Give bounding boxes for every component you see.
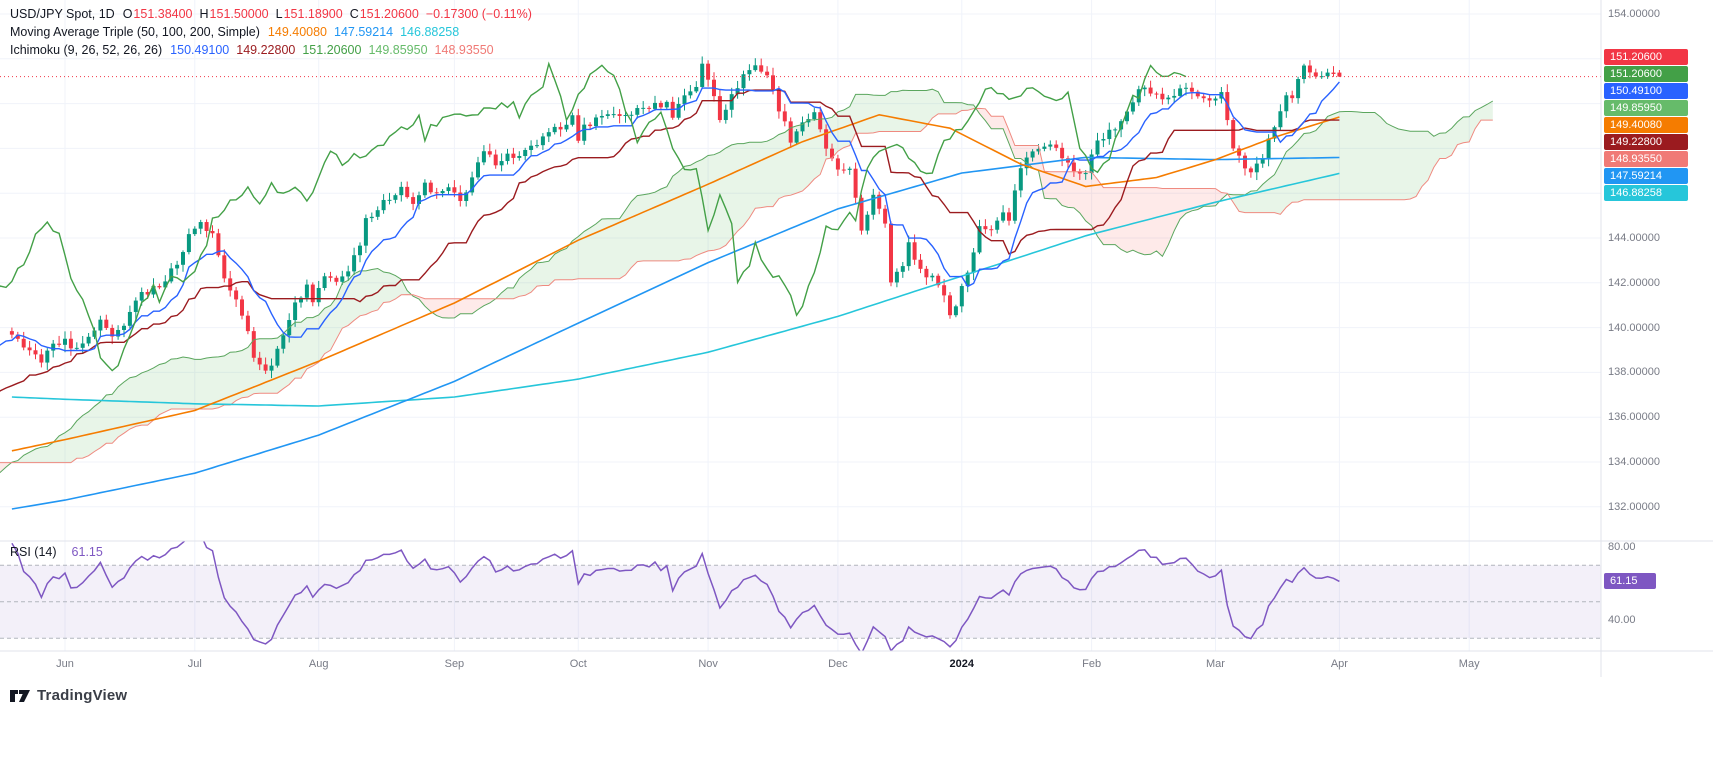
ichimoku-cloud [0, 89, 1493, 473]
price-badge-senkou-a: 149.85950 [1604, 100, 1688, 116]
price-axis-label: 138.00000 [1608, 366, 1660, 379]
rsi-value: 61.15 [71, 545, 103, 559]
ohlc-high: H151.50000 [199, 7, 269, 21]
price-badge-ma50: 149.40080 [1604, 117, 1688, 133]
ohlc-close: C151.20600 [349, 7, 419, 21]
price-chart-canvas[interactable] [0, 0, 1713, 677]
tenkan-value: 150.49100 [170, 43, 230, 57]
ma100-value: 147.59214 [334, 25, 394, 39]
price-axis-label: 132.00000 [1608, 500, 1660, 513]
ohlc-open: O151.38400 [122, 7, 193, 21]
rsi-badge: 61.15 [1604, 573, 1656, 590]
change-value: −0.17300 (−0.11%) [425, 7, 532, 21]
time-axis-label: Aug [308, 658, 329, 670]
rsi-pane [0, 541, 1601, 651]
price-axis-label: 140.00000 [1608, 321, 1660, 334]
ma-legend-row: Moving Average Triple (50, 100, 200, Sim… [10, 23, 532, 41]
tradingview-logo-icon[interactable] [10, 688, 30, 704]
price-badge-chikou: 151.20600 [1604, 66, 1688, 82]
price-axis-label: 134.00000 [1608, 456, 1660, 468]
price-axis-label: 154.00000 [1608, 8, 1660, 20]
time-axis[interactable]: Jun Jul Aug Sep Oct Nov Dec 2024 Feb Mar Apr May [0, 651, 1601, 677]
legend: USD/JPY Spot, 1D O151.38400 H151.50000 L… [10, 5, 532, 59]
footer: TradingView [10, 687, 127, 704]
price-badge-ma100: 147.59214 [1604, 168, 1688, 184]
time-axis-label: Jul [187, 658, 202, 670]
time-axis-label: Oct [569, 658, 587, 670]
rsi-indicator-title[interactable]: RSI (14) [10, 545, 57, 559]
rsi-axis-label: 80.00 [1608, 541, 1636, 553]
senkou-a-value: 149.85950 [368, 43, 428, 57]
ma200-value: 146.88258 [400, 25, 460, 39]
tradingview-brand[interactable]: TradingView [37, 687, 128, 704]
price-badge-kijun: 149.22800 [1604, 134, 1688, 150]
rsi-legend-row: RSI (14) 61.15 [10, 545, 110, 559]
ichimoku-legend-row: Ichimoku (9, 26, 52, 26, 26) 150.49100 1… [10, 41, 532, 59]
time-axis-label: Feb [1082, 658, 1102, 670]
time-axis-label: 2024 [949, 658, 975, 670]
price-badge-last-price: 151.20600 [1604, 49, 1688, 65]
price-badge-ma200: 146.88258 [1604, 185, 1688, 201]
rsi-axis-label: 40.00 [1608, 614, 1636, 626]
time-axis-label: Sep [444, 658, 465, 670]
ma50-value: 149.40080 [267, 25, 328, 39]
ma-indicator-title[interactable]: Moving Average Triple (50, 100, 200, Sim… [10, 25, 260, 39]
time-axis-label: Jun [56, 658, 74, 670]
frame-layer [0, 0, 1713, 677]
symbol-legend-row: USD/JPY Spot, 1D O151.38400 H151.50000 L… [10, 5, 532, 23]
time-axis-label: Dec [828, 658, 848, 670]
price-axis-label: 136.00000 [1608, 411, 1660, 424]
price-axis-label: 144.00000 [1608, 232, 1660, 244]
price-axis-label: 142.00000 [1608, 276, 1660, 289]
ichimoku-indicator-title[interactable]: Ichimoku (9, 26, 52, 26, 26) [10, 43, 163, 57]
time-axis-label: Mar [1206, 658, 1225, 670]
time-axis-label: Apr [1330, 658, 1348, 670]
price-axis[interactable]: 154.00000 144.00000 142.00000 140.00000 138.… [1601, 0, 1713, 677]
kijun-value: 149.22800 [236, 43, 296, 57]
senkou-b-value: 148.93550 [434, 43, 494, 57]
time-axis-label: Nov [698, 658, 718, 670]
price-badge-senkou-b: 148.93550 [1604, 151, 1688, 167]
ohlc-low: L151.18900 [275, 7, 343, 21]
symbol-title[interactable]: USD/JPY Spot, 1D [10, 7, 115, 21]
overlay-lines [0, 61, 1494, 510]
chikou-value: 151.20600 [302, 43, 362, 57]
gridlines [0, 0, 1601, 651]
time-axis-label: May [1458, 658, 1480, 670]
price-badge-tenkan: 150.49100 [1604, 83, 1688, 99]
